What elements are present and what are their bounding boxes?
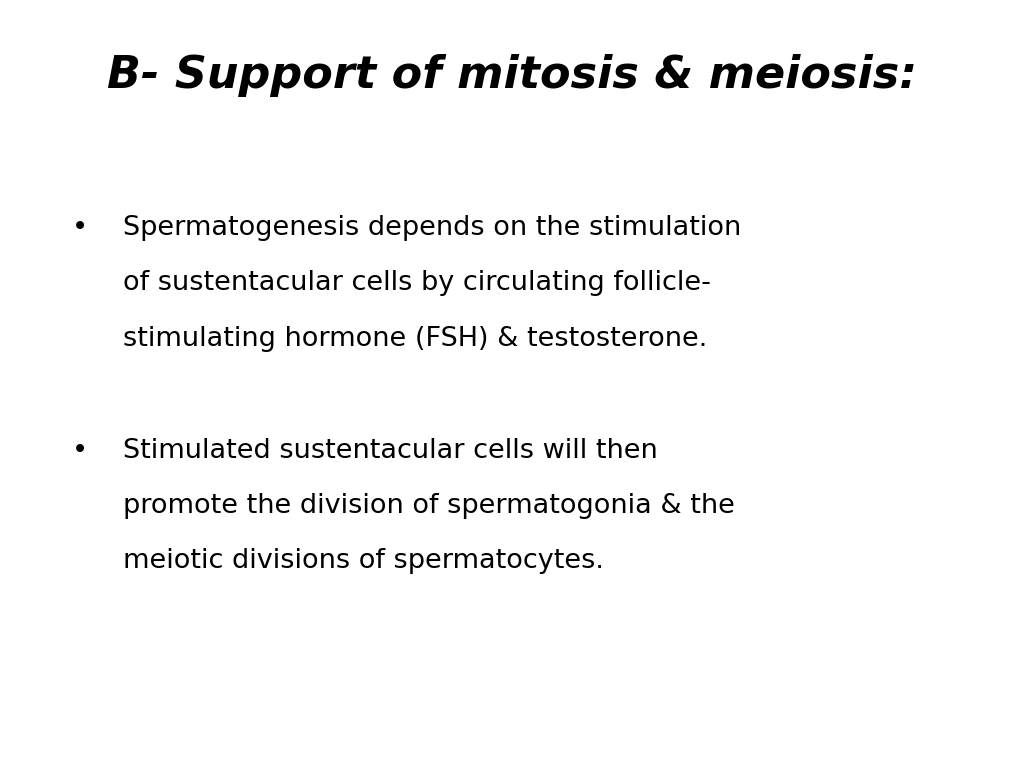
Text: meiotic divisions of spermatocytes.: meiotic divisions of spermatocytes. bbox=[123, 548, 604, 574]
Text: •: • bbox=[72, 215, 88, 241]
Text: Spermatogenesis depends on the stimulation: Spermatogenesis depends on the stimulati… bbox=[123, 215, 741, 241]
Text: promote the division of spermatogonia & the: promote the division of spermatogonia & … bbox=[123, 493, 735, 519]
Text: Stimulated sustentacular cells will then: Stimulated sustentacular cells will then bbox=[123, 438, 657, 464]
Text: stimulating hormone (FSH) & testosterone.: stimulating hormone (FSH) & testosterone… bbox=[123, 326, 708, 352]
Text: of sustentacular cells by circulating follicle-: of sustentacular cells by circulating fo… bbox=[123, 270, 711, 296]
Text: •: • bbox=[72, 438, 88, 464]
Text: B- Support of mitosis & meiosis:: B- Support of mitosis & meiosis: bbox=[106, 54, 918, 97]
